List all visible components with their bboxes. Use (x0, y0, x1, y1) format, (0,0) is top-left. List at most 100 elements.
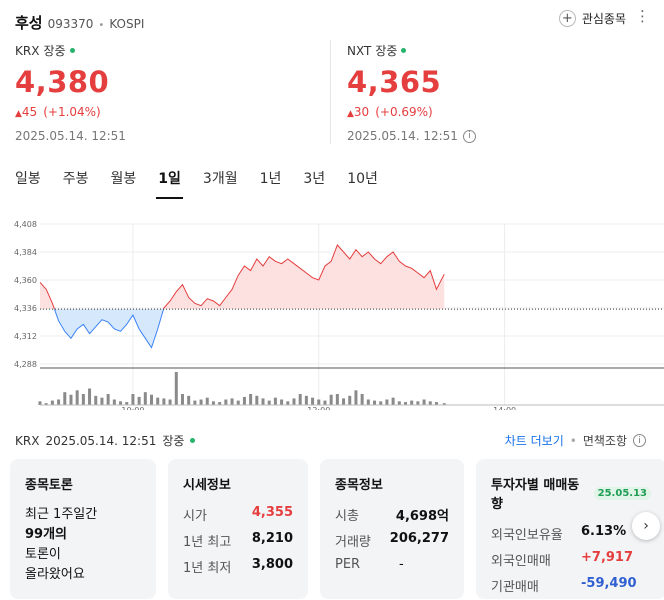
period-tabs: 일봉 주봉 월봉 1일 3개월 1년 3년 10년 (15, 168, 400, 199)
row-key: 기관매매 (491, 580, 539, 595)
volume-bar (218, 402, 222, 405)
chevron-right-icon[interactable]: › (632, 512, 660, 540)
more-options-icon[interactable]: ⋮ (635, 7, 650, 25)
volume-bar (280, 399, 284, 405)
disclaimer-link[interactable]: 면책조항 (582, 434, 627, 448)
down-area (40, 309, 445, 348)
volume-bar (143, 392, 147, 405)
volume-bar (416, 401, 420, 405)
row-value: 4,698억 (395, 509, 449, 524)
favorite-label: 관심종목 (581, 12, 626, 26)
tab-3year[interactable]: 3년 (303, 171, 326, 187)
tab-1day[interactable]: 1일 (156, 168, 183, 199)
tab-3month[interactable]: 3개월 (202, 171, 238, 187)
volume-bar (292, 398, 296, 405)
price-line-up (39, 244, 445, 310)
status-market: KRX (15, 433, 40, 448)
row-key: 시가 (183, 509, 207, 524)
volume-bar (242, 396, 246, 405)
quote-divider (330, 40, 331, 144)
info-row: 기관매매 -59,490 (491, 576, 651, 595)
volume-bar (131, 394, 135, 405)
discussion-card[interactable]: 종목토론 최근 1주일간 99개의 토론이 올라왔어요 (10, 459, 156, 599)
status-time: 2025.05.14. 12:51 (45, 433, 157, 448)
volume-bar (230, 398, 234, 405)
volume-bar (81, 394, 85, 405)
volume-bar (317, 399, 321, 405)
volume-bar (366, 399, 370, 405)
nxt-time: 2025.05.14. 12:51 (347, 129, 458, 143)
discussion-line: 올라왔어요 (25, 567, 85, 582)
info-row: 시가 4,355 (183, 505, 293, 524)
volume-bar (335, 394, 339, 405)
tab-weekly[interactable]: 주봉 (62, 171, 89, 187)
discussion-body: 최근 1주일간 99개의 토론이 올라왔어요 (25, 505, 141, 585)
chart-status: KRX 2025.05.14. 12:51 장중 (15, 432, 196, 449)
stock-info-card[interactable]: 종목정보 시총 4,698억 거래량 206,277 PER - (320, 459, 464, 599)
row-key: PER (335, 557, 361, 572)
investor-card[interactable]: 투자자별 매매동향 25.05.13 외국인보유율 6.13% 외국인매매 +7,9… (476, 459, 664, 599)
card-title: 시세정보 (183, 478, 231, 493)
nxt-status: 장중 (375, 44, 398, 58)
tab-monthly[interactable]: 월봉 (110, 171, 137, 187)
krx-label: KRX (15, 43, 40, 58)
row-value: 206,277 (389, 531, 449, 546)
up-area (40, 245, 445, 310)
volume-bar (311, 397, 315, 405)
volume-bar (255, 395, 259, 405)
row-key: 거래량 (335, 535, 371, 550)
volume-bar (57, 399, 61, 405)
volume-bar (112, 399, 116, 405)
card-title: 종목토론 (25, 478, 73, 493)
nxt-label-row: NXT 장중 (347, 42, 476, 59)
tab-daily[interactable]: 일봉 (15, 171, 41, 187)
volume-bar (304, 395, 308, 405)
info-cards: 종목토론 최근 1주일간 99개의 토론이 올라왔어요 시세정보 시가 4,355… (10, 459, 664, 599)
card-title: 종목정보 (335, 478, 383, 493)
nxt-change-value: 30 (353, 105, 370, 119)
price-info-card[interactable]: 시세정보 시가 4,355 1년 최고 8,210 1년 최저 3,800 (168, 459, 308, 599)
discussion-line: 최근 1주일간 (25, 507, 98, 522)
volume-bar (193, 400, 197, 405)
add-favorite-button[interactable]: + 관심종목 (558, 10, 626, 27)
volume-bar (38, 401, 42, 405)
volume-bar (273, 397, 277, 405)
row-key: 1년 최고 (183, 535, 232, 550)
row-value: 8,210 (251, 531, 293, 546)
up-triangle-icon: ▲ (347, 109, 354, 119)
y-tick-label: 4,408 (14, 220, 37, 229)
info-icon[interactable]: i (633, 434, 646, 447)
y-tick-label: 4,288 (14, 360, 37, 369)
volume-bar (249, 394, 253, 405)
info-row: 1년 최고 8,210 (183, 531, 293, 550)
volume-bar (342, 398, 346, 405)
tab-1year[interactable]: 1년 (259, 171, 282, 187)
separator-dot: • (569, 433, 577, 448)
market-name: KOSPI (109, 17, 145, 31)
stock-name: 후성 (15, 14, 43, 32)
volume-bar (329, 394, 333, 405)
volume-bar (373, 400, 377, 405)
x-tick-label: 14:00 (493, 406, 516, 410)
info-row: 거래량 206,277 (335, 531, 449, 550)
volume-bar (397, 401, 401, 405)
discussion-count: 99개의 (25, 527, 68, 542)
volume-bar (298, 394, 302, 405)
info-icon[interactable]: i (462, 129, 476, 143)
row-value: +7,917 (581, 550, 634, 565)
krx-time: 2025.05.14. 12:51 (15, 129, 126, 143)
volume-bar (156, 397, 160, 405)
stock-code: 093370 (47, 17, 94, 31)
volume-bar (100, 397, 104, 405)
chart-more-link[interactable]: 차트 더보기 (504, 434, 564, 448)
volume-bar (63, 392, 67, 405)
volume-bar (44, 403, 48, 405)
nxt-change: ▲30 (+0.69%) (347, 105, 476, 119)
row-key: 1년 최저 (183, 561, 232, 576)
volume-bar (410, 400, 414, 405)
card-title: 투자자별 매매동향 (491, 478, 580, 512)
intraday-chart[interactable]: 4,408 4,384 4,360 4,336 4,312 4,288 10:00 12:00… (0, 210, 664, 410)
tab-10year[interactable]: 10년 (347, 171, 378, 187)
volume-bar (442, 403, 446, 405)
price-line-down (53, 309, 165, 349)
